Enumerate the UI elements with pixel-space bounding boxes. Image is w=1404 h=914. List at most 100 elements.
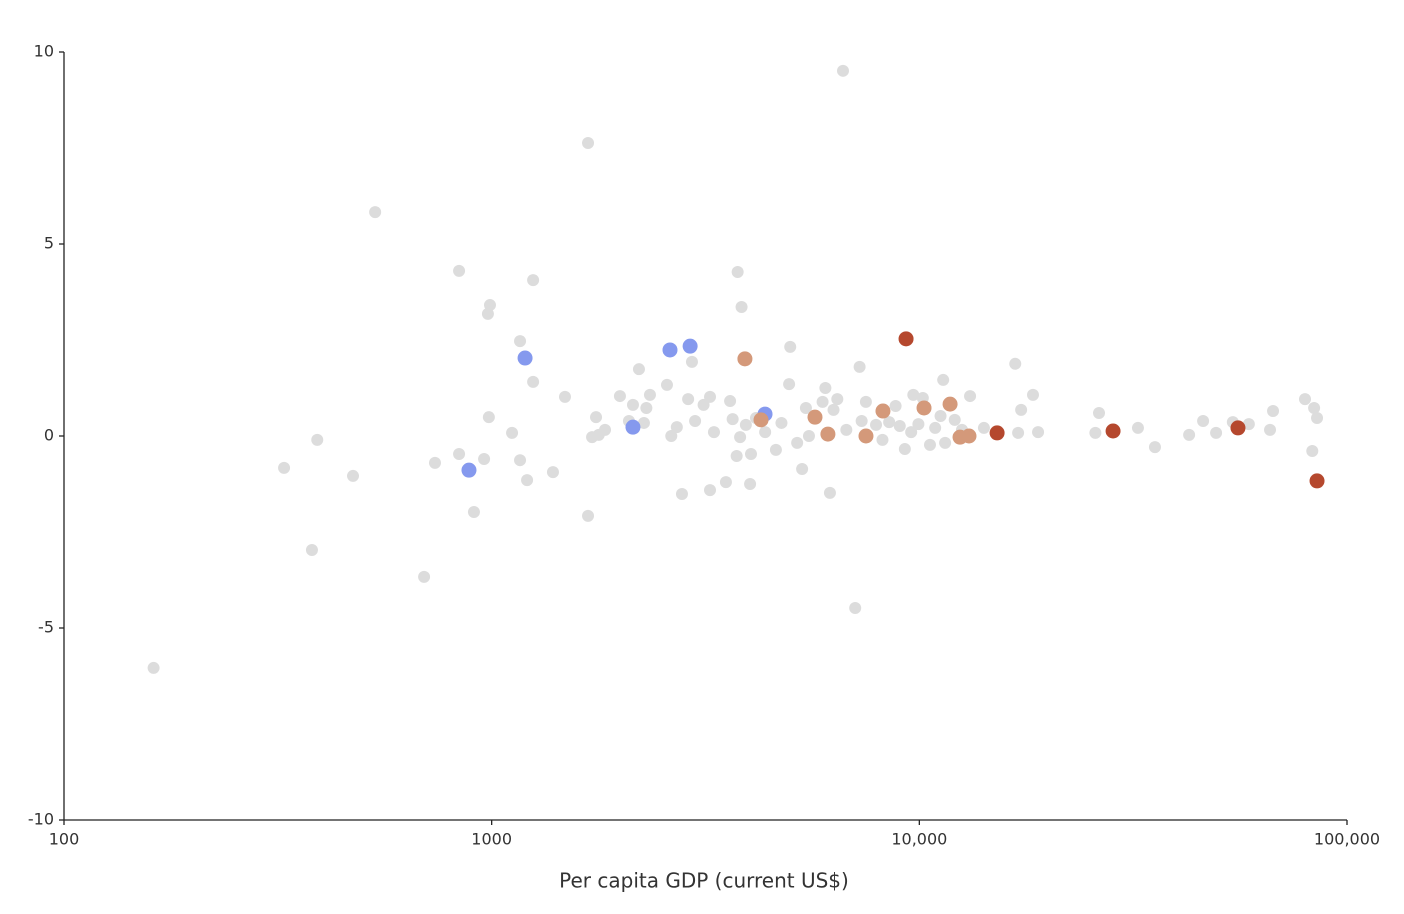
point	[907, 388, 920, 401]
point	[467, 506, 480, 519]
point	[753, 412, 769, 428]
point	[870, 418, 883, 431]
point	[827, 403, 840, 416]
x-tick-label: 100,000	[1314, 830, 1380, 849]
point	[923, 438, 936, 451]
point	[305, 544, 318, 557]
point	[912, 418, 925, 431]
point	[582, 137, 595, 150]
point	[858, 428, 874, 444]
point	[637, 416, 650, 429]
point	[478, 453, 491, 466]
point	[558, 390, 571, 403]
point	[837, 64, 850, 77]
point	[791, 436, 804, 449]
point	[1089, 426, 1102, 439]
point	[1267, 405, 1280, 418]
point	[784, 340, 797, 353]
point	[147, 661, 160, 674]
point	[682, 338, 698, 354]
point	[1012, 426, 1025, 439]
point	[546, 466, 559, 479]
point	[461, 462, 477, 478]
point	[823, 486, 836, 499]
point	[1210, 426, 1223, 439]
point	[278, 461, 291, 474]
point	[1105, 423, 1121, 439]
point	[799, 401, 812, 414]
point	[632, 363, 645, 376]
point	[1306, 444, 1319, 457]
point	[418, 570, 431, 583]
point	[942, 396, 958, 412]
point	[744, 478, 757, 490]
point	[1009, 357, 1022, 370]
point	[675, 487, 688, 500]
point	[964, 390, 977, 403]
point	[769, 443, 782, 456]
point	[730, 449, 743, 462]
point	[898, 443, 911, 456]
point	[853, 360, 866, 373]
point	[1183, 428, 1196, 441]
point	[739, 418, 752, 431]
point	[775, 416, 788, 429]
x-axis-label: Per capita GDP (current US$)	[559, 869, 849, 893]
point	[453, 448, 466, 461]
point	[670, 421, 683, 434]
point	[582, 509, 595, 522]
point	[819, 382, 832, 394]
point	[883, 416, 896, 429]
point	[689, 415, 702, 428]
point	[840, 423, 853, 436]
x-tick-label: 1000	[471, 830, 512, 849]
point	[1298, 393, 1311, 406]
point	[707, 426, 720, 439]
point	[905, 426, 918, 439]
point	[937, 373, 950, 386]
point	[783, 378, 796, 391]
point	[759, 426, 772, 439]
point	[1242, 418, 1255, 431]
point	[1026, 388, 1039, 401]
point	[1148, 441, 1161, 454]
point	[796, 463, 809, 476]
point	[989, 425, 1005, 441]
point	[816, 395, 829, 408]
point	[1015, 403, 1028, 416]
point	[939, 436, 952, 449]
point	[527, 375, 540, 388]
point	[1131, 421, 1144, 434]
point	[855, 415, 868, 428]
point	[311, 433, 324, 446]
point	[517, 350, 533, 366]
point	[961, 428, 977, 444]
point	[506, 426, 519, 439]
x-tick-label: 10,000	[891, 830, 947, 849]
point	[1197, 415, 1210, 428]
x-tick-label: 100	[49, 830, 80, 849]
point	[1309, 473, 1325, 489]
point	[724, 395, 737, 408]
point	[625, 419, 641, 435]
point	[527, 274, 540, 287]
point	[514, 454, 527, 467]
point	[726, 413, 739, 426]
point	[453, 264, 466, 277]
point	[682, 393, 695, 406]
point	[731, 266, 744, 279]
y-tick-label: -10	[28, 810, 54, 829]
point	[1230, 420, 1246, 436]
point	[483, 299, 496, 312]
point	[737, 351, 753, 367]
point	[859, 395, 872, 408]
point	[977, 421, 990, 434]
point	[734, 431, 747, 444]
point	[626, 398, 639, 411]
point	[613, 390, 626, 403]
point	[660, 378, 673, 391]
point	[820, 426, 836, 442]
point	[948, 413, 961, 426]
point	[807, 409, 823, 425]
